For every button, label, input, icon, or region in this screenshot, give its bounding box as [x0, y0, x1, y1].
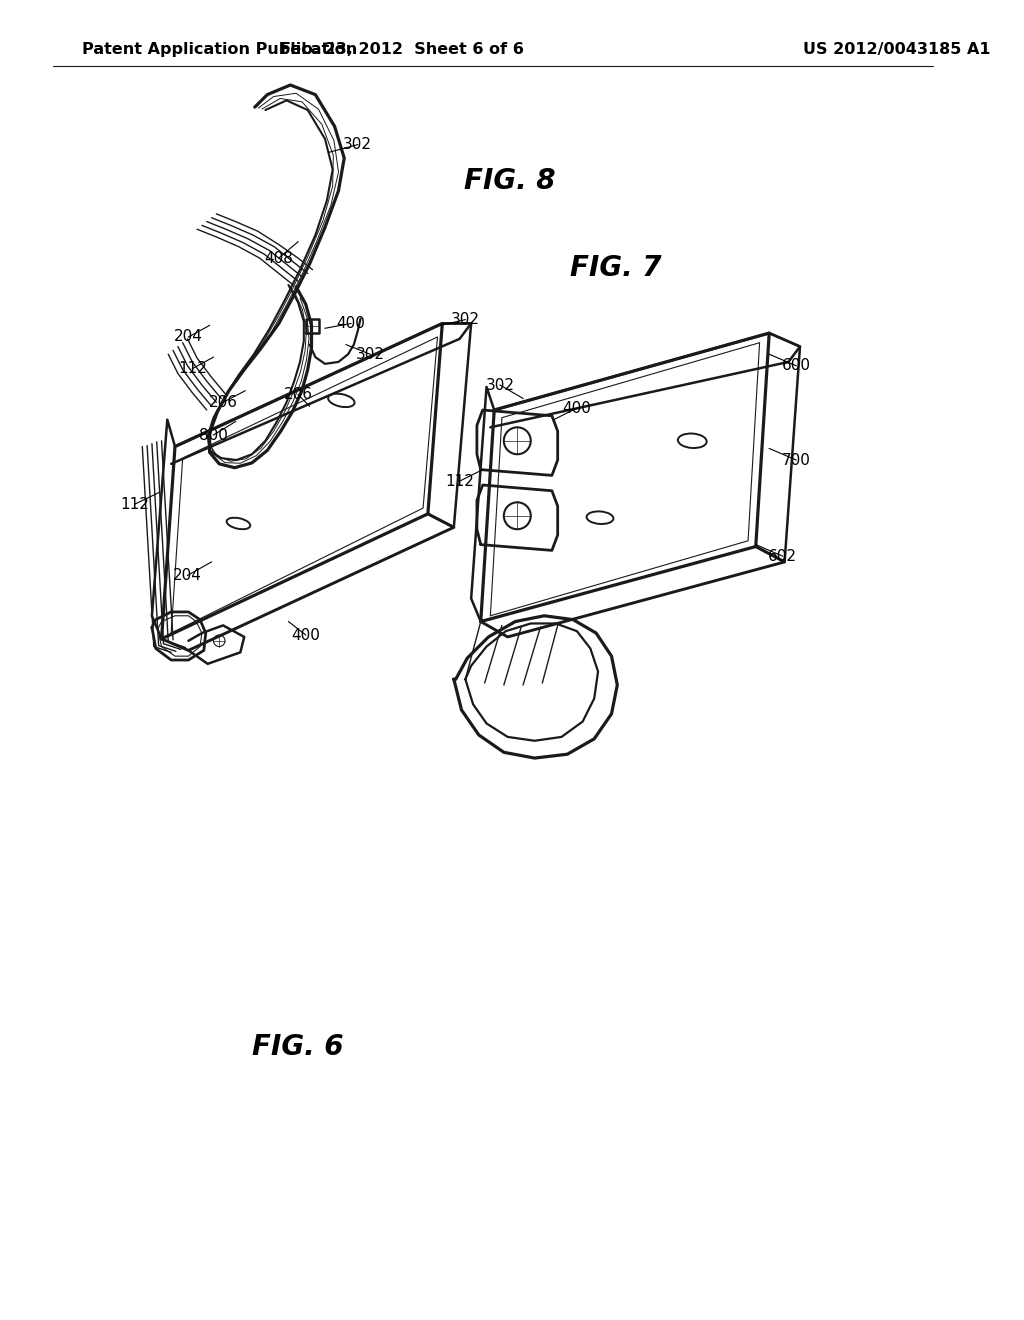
Text: FIG. 7: FIG. 7 — [569, 253, 662, 281]
Text: 700: 700 — [781, 453, 811, 467]
Text: 400: 400 — [291, 627, 321, 643]
Text: 400: 400 — [337, 315, 366, 331]
Text: 206: 206 — [209, 395, 238, 409]
Text: US 2012/0043185 A1: US 2012/0043185 A1 — [803, 42, 990, 57]
Text: 800: 800 — [199, 428, 228, 442]
Text: 302: 302 — [343, 137, 372, 152]
Text: 400: 400 — [562, 400, 591, 416]
Text: FIG. 6: FIG. 6 — [252, 1032, 344, 1060]
Text: 600: 600 — [781, 358, 811, 374]
Text: 302: 302 — [355, 347, 385, 362]
Ellipse shape — [587, 511, 613, 524]
Ellipse shape — [678, 433, 707, 447]
Text: 206: 206 — [284, 387, 312, 403]
Text: 302: 302 — [451, 312, 480, 327]
Text: 204: 204 — [173, 568, 202, 583]
Text: Patent Application Publication: Patent Application Publication — [82, 42, 357, 57]
Text: 302: 302 — [485, 378, 514, 392]
Text: Feb. 23, 2012  Sheet 6 of 6: Feb. 23, 2012 Sheet 6 of 6 — [280, 42, 524, 57]
Text: 204: 204 — [174, 330, 203, 345]
Text: 112: 112 — [178, 362, 207, 376]
Ellipse shape — [226, 517, 250, 529]
Text: 408: 408 — [264, 251, 293, 265]
Text: 112: 112 — [120, 496, 150, 512]
Text: 112: 112 — [445, 474, 474, 488]
Ellipse shape — [328, 393, 354, 407]
Text: 602: 602 — [768, 549, 797, 564]
Text: FIG. 8: FIG. 8 — [464, 168, 555, 195]
